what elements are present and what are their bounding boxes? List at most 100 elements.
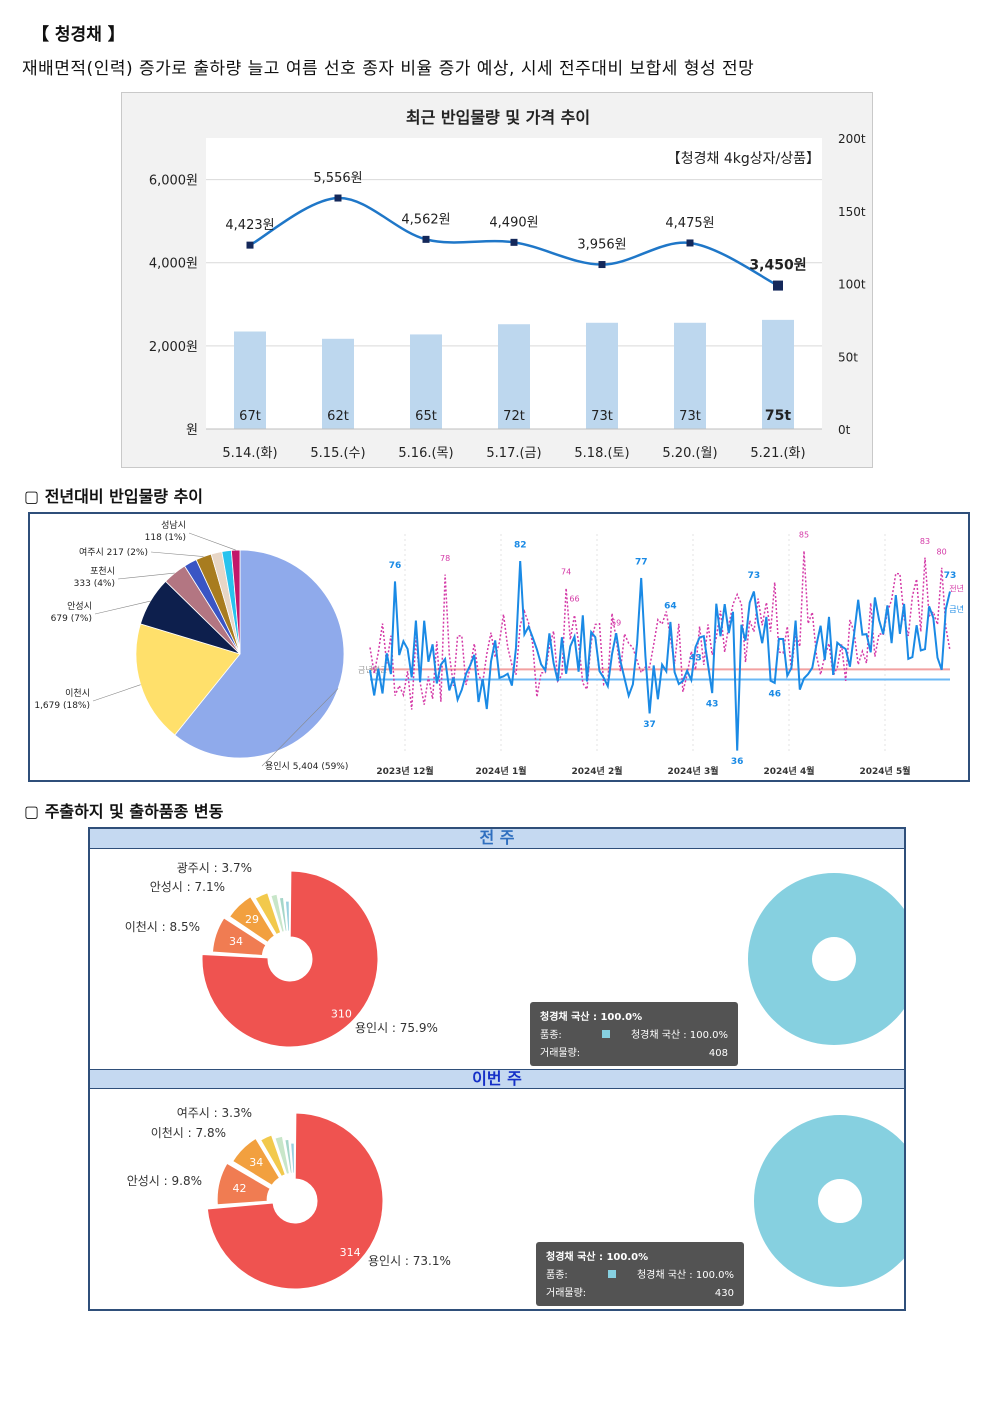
- page-title: 【 청경채 】: [32, 25, 125, 45]
- market-summary: 재배면적(인력) 증가로 출하량 늘고 여름 선호 종자 비율 증가 예상, 시…: [22, 59, 755, 79]
- variety-prev-week-donut: 청경채 국산 : 100.0% 품종: 청경채 국산 : 100.0% 거래물량: 40…: [530, 873, 904, 1066]
- price-label: 4,475원: [665, 216, 714, 231]
- legend-prev: 전년: [949, 584, 964, 594]
- tooltip-box: [536, 1242, 744, 1306]
- volume-bar: [762, 319, 794, 429]
- current-annotation: 76: [389, 561, 402, 571]
- price-label: 4,423원: [225, 218, 274, 233]
- donut-slice: [284, 1138, 293, 1174]
- volume-bar: [322, 338, 354, 429]
- variety-slice: [754, 1115, 904, 1287]
- variety-slice: [748, 873, 904, 1045]
- donut-slice: [216, 1162, 271, 1206]
- donut-value: 34: [249, 1156, 263, 1169]
- leader-line: [94, 600, 151, 615]
- category-label: 5.16.(목): [398, 446, 453, 461]
- prev-annotation: 80: [937, 547, 947, 556]
- prev-year-line: [369, 550, 951, 710]
- volume-label: 73t: [679, 409, 701, 424]
- donut-label: 용인시 : 75.9%: [355, 1021, 438, 1035]
- price-point: [334, 194, 342, 202]
- volume-bar: [586, 322, 618, 429]
- pie-label: 안성시: [67, 601, 92, 612]
- leader-line: [150, 551, 204, 557]
- x-tick-label: 2024년 3월: [667, 765, 718, 777]
- yoy-line-chart: 2023년 12월 2024년 1월 2024년 2월 2024년 3월 2024년 4…: [358, 530, 964, 777]
- right-tick-label: 100t: [838, 278, 866, 292]
- pie-label: 1,679 (18%): [34, 701, 90, 711]
- leader-line: [188, 532, 236, 551]
- pie-label: 333 (4%): [74, 579, 115, 589]
- donut-slice: [284, 900, 291, 932]
- tooltip-swatch: [602, 1030, 610, 1038]
- tooltip-volume-key: 거래물량:: [540, 1047, 580, 1059]
- price-point: [422, 235, 430, 243]
- volume-label: 67t: [239, 409, 261, 424]
- donut-slice: [232, 1137, 281, 1186]
- origin-share-pie: 용인시 5,404 (59%) 이천시 1,679 (18%) 안성시 679 (7%)…: [34, 520, 348, 772]
- donut-value: 314: [340, 1246, 361, 1259]
- donut-slice: [259, 1134, 286, 1178]
- current-annotation: 73: [748, 571, 761, 581]
- recent-trend-svg: 최근 반입물량 및 가격 추이원 2,000원 4,000원 6,000원 0t 50t 1…: [149, 108, 866, 461]
- volume-label: 72t: [503, 409, 525, 424]
- reference-line-label: 금년평균: [358, 664, 387, 674]
- pie-label: 여주시 217 (2%): [79, 546, 148, 558]
- pie-label: 용인시 5,404 (59%): [265, 761, 348, 772]
- chart-unit-note: 【청경채 4kg상자/상품】: [667, 151, 820, 167]
- category-label: 5.21.(화): [750, 446, 805, 461]
- donut-label: 광주시 : 3.7%: [177, 861, 252, 875]
- x-tick-label: 2024년 5월: [859, 765, 910, 777]
- prev-annotation: 78: [440, 554, 450, 563]
- pie-label: 679 (7%): [51, 614, 92, 624]
- donut-value: 29: [245, 913, 259, 926]
- donut-label: 여주시 : 3.3%: [177, 1106, 252, 1120]
- prev-annotation: 85: [799, 530, 809, 539]
- price-point: [598, 261, 606, 269]
- chart-title: 최근 반입물량 및 가격 추이: [406, 108, 590, 127]
- category-label: 5.15.(수): [310, 446, 365, 461]
- leader-line: [261, 688, 339, 767]
- current-annotation: 64: [664, 601, 677, 611]
- current-annotation: 82: [514, 541, 527, 551]
- volume-bar: [498, 324, 530, 429]
- volume-label: 75t: [765, 408, 791, 424]
- donut-label: 안성시 : 9.8%: [127, 1174, 202, 1188]
- pie-label: 포천시: [90, 566, 115, 577]
- volume-bar: [234, 331, 266, 429]
- pie-label: 118 (1%): [145, 533, 186, 543]
- tooltip-volume-value: 408: [709, 1048, 728, 1059]
- tooltip-variety-key: 품종:: [540, 1029, 562, 1041]
- pie-slice: [230, 549, 241, 655]
- tooltip-variety-value: 청경채 국산 : 100.0%: [631, 1028, 728, 1041]
- price-label: 3,956원: [577, 238, 626, 253]
- donut-slice: [254, 892, 282, 936]
- prev-annotation: 74: [561, 568, 571, 577]
- donut-slice: [228, 895, 276, 944]
- price-point: [246, 241, 254, 249]
- current-annotation: 46: [768, 689, 781, 699]
- donut-label: 용인시 : 73.1%: [368, 1254, 451, 1268]
- tooltip-title: 청경채 국산 : 100.0%: [546, 1250, 648, 1263]
- x-tick-label: 2023년 12월: [376, 765, 433, 777]
- right-tick-label: 50t: [838, 350, 858, 364]
- volume-label: 62t: [327, 409, 349, 424]
- recent-trend-chart: 최근 반입물량 및 가격 추이 원 2,000원 4,000원 6,000원 0t 50t 1…: [121, 92, 873, 468]
- donut-label: 이천시 : 8.5%: [125, 919, 200, 934]
- current-annotation: 77: [635, 557, 648, 567]
- x-tick-label: 2024년 2월: [571, 765, 622, 777]
- pie-slice: [135, 623, 241, 736]
- variety-this-week-donut: 청경채 국산 : 100.0% 품종: 청경채 국산 : 100.0% 거래물량: 43…: [536, 1115, 904, 1306]
- donut-value: 34: [229, 935, 243, 948]
- current-annotation: 73: [944, 571, 957, 581]
- category-label: 5.14.(화): [222, 446, 277, 461]
- shipping-section-title: ▢ 주출하지 및 출하품종 변동: [24, 802, 224, 821]
- donut-slice: [270, 893, 285, 933]
- tooltip-volume-value: 430: [715, 1288, 734, 1299]
- price-point: [773, 280, 783, 291]
- current-annotation: 43: [706, 700, 719, 710]
- yoy-section-title: ▢ 전년대비 반입물량 추이: [24, 487, 204, 506]
- leader-line: [92, 684, 141, 702]
- yoy-panel: 용인시 5,404 (59%) 이천시 1,679 (18%) 안성시 679 (7%)…: [28, 512, 970, 782]
